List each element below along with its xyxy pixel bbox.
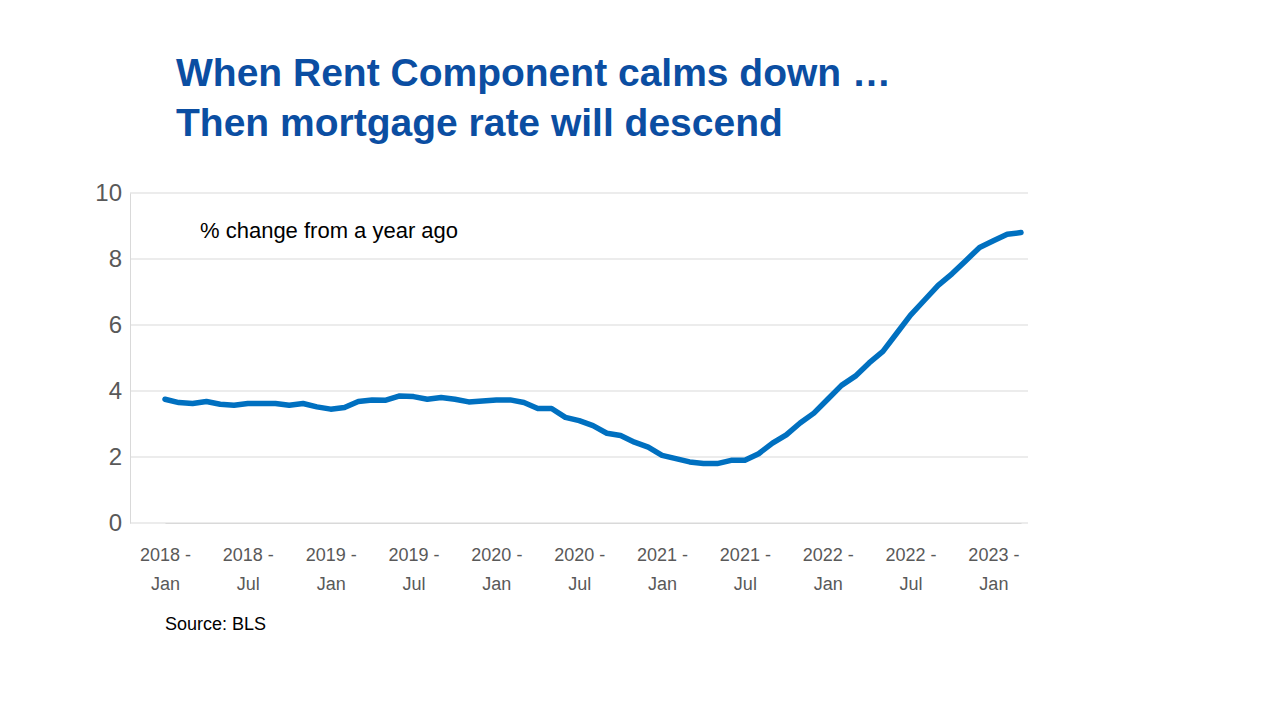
x-axis-line: [166, 523, 1022, 524]
x-tick: 2019 -Jul: [388, 523, 439, 594]
x-tick-label: 2021 -Jan: [637, 545, 688, 594]
y-tick: 0: [109, 509, 130, 536]
chart: When Rent Component calms down …Then mor…: [0, 0, 1280, 720]
grid: [130, 193, 1028, 523]
y-tick: 6: [109, 311, 130, 338]
x-tick-label: 2019 -Jan: [306, 545, 357, 594]
x-tick-label: 2022 -Jul: [886, 545, 937, 594]
y-tick: 4: [109, 377, 130, 404]
grid-line: [130, 193, 1028, 194]
y-tick-label: 10: [95, 179, 122, 206]
annotation: % change from a year ago: [200, 218, 458, 243]
x-tick: 2018 -Jan: [140, 523, 191, 594]
x-tick-label: 2018 -Jul: [223, 545, 274, 594]
y-tick-label: 4: [109, 377, 122, 404]
y-tick: 2: [109, 443, 130, 470]
x-tick-label: 2020 -Jan: [471, 545, 522, 594]
plot-area: [165, 233, 1021, 464]
y-tick-label: 6: [109, 311, 122, 338]
y-tick-label: 2: [109, 443, 122, 470]
grid-line: [130, 325, 1028, 326]
x-tick-label: 2022 -Jan: [803, 545, 854, 594]
y-axis: 0 2 4 6 8 10: [95, 179, 130, 536]
y-axis-line: [130, 194, 131, 524]
x-tick: 2019 -Jan: [306, 523, 357, 594]
x-tick: 2018 -Jul: [223, 523, 274, 594]
x-axis: 2018 -Jan 2018 -Jul 2019 -Jan 2019 -Jul 2020…: [140, 523, 1022, 594]
x-tick: 2021 -Jan: [637, 523, 688, 594]
grid-line: [130, 523, 1028, 524]
source: Source: BLS: [165, 614, 266, 634]
x-tick: 2022 -Jan: [803, 523, 854, 594]
grid-line: [130, 259, 1028, 260]
x-tick-label: 2020 -Jul: [554, 545, 605, 594]
y-tick-label: 8: [109, 245, 122, 272]
x-tick-label: 2021 -Jul: [720, 545, 771, 594]
x-tick: 2021 -Jul: [720, 523, 771, 594]
title: When Rent Component calms down …Then mor…: [176, 51, 891, 144]
x-tick: 2022 -Jul: [886, 523, 937, 594]
y-tick: 8: [109, 245, 130, 272]
y-tick: 10: [95, 179, 130, 206]
y-tick-label: 0: [109, 509, 122, 536]
grid-line: [130, 457, 1028, 458]
grid-line: [130, 391, 1028, 392]
x-tick-label: 2019 -Jul: [388, 545, 439, 594]
x-tick-label: 2023 -Jan: [968, 545, 1019, 594]
x-tick: 2023 -Jan: [968, 523, 1019, 594]
data-line: [165, 233, 1021, 464]
x-tick: 2020 -Jul: [554, 523, 605, 594]
x-tick: 2020 -Jan: [471, 523, 522, 594]
x-tick-label: 2018 -Jan: [140, 545, 191, 594]
